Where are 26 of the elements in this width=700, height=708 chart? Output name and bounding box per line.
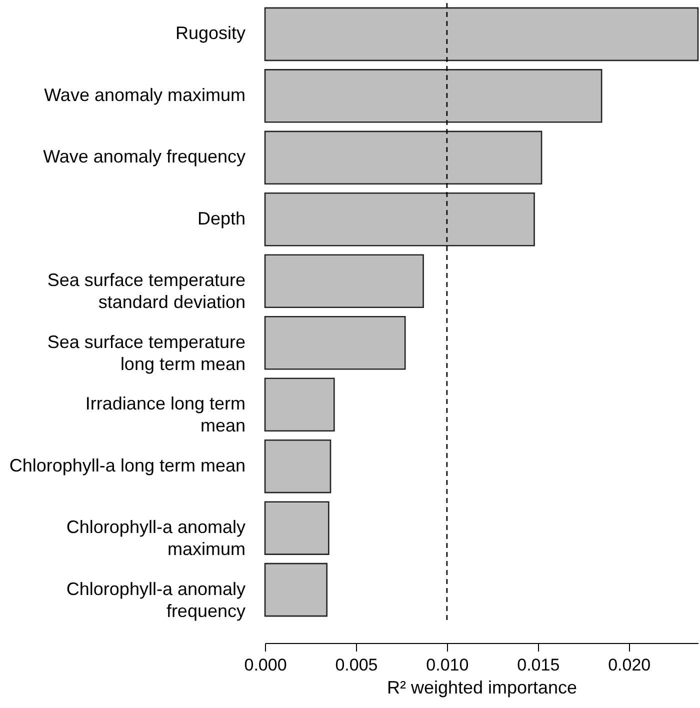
y-tick-label: Rugosity — [175, 23, 246, 44]
bar — [264, 439, 332, 494]
y-tick-label: Sea surface temperature standard deviation — [47, 270, 246, 312]
x-axis-title: R² weighted importance — [386, 678, 578, 698]
y-tick-label: Sea surface temperature long term mean — [47, 332, 246, 374]
x-tick-label: 0.000 — [244, 656, 287, 674]
bar — [264, 130, 542, 185]
x-tick-label: 0.020 — [608, 656, 651, 674]
y-tick-label: Irradiance long term mean — [85, 394, 246, 436]
bar — [264, 69, 602, 123]
bar — [264, 378, 335, 432]
x-tick-label: 0.015 — [517, 656, 560, 674]
y-tick-label: Chlorophyll-a long term mean — [9, 455, 246, 476]
y-tick-label: Wave anomaly frequency — [43, 146, 246, 167]
y-tick-label: Wave anomaly maximum — [44, 84, 246, 105]
bar — [264, 316, 406, 370]
x-tick-label: 0.005 — [335, 656, 378, 674]
y-tick-label: Chlorophyll-a anomaly frequency — [66, 578, 246, 621]
bar — [264, 192, 535, 246]
bar — [264, 7, 699, 62]
bar — [264, 254, 424, 308]
y-tick-label: Depth — [197, 208, 246, 228]
bar — [264, 501, 330, 555]
bar — [264, 562, 328, 617]
x-tick-label: 0.010 — [426, 656, 469, 674]
y-tick-label: Chlorophyll-a anomaly maximum — [66, 517, 246, 560]
